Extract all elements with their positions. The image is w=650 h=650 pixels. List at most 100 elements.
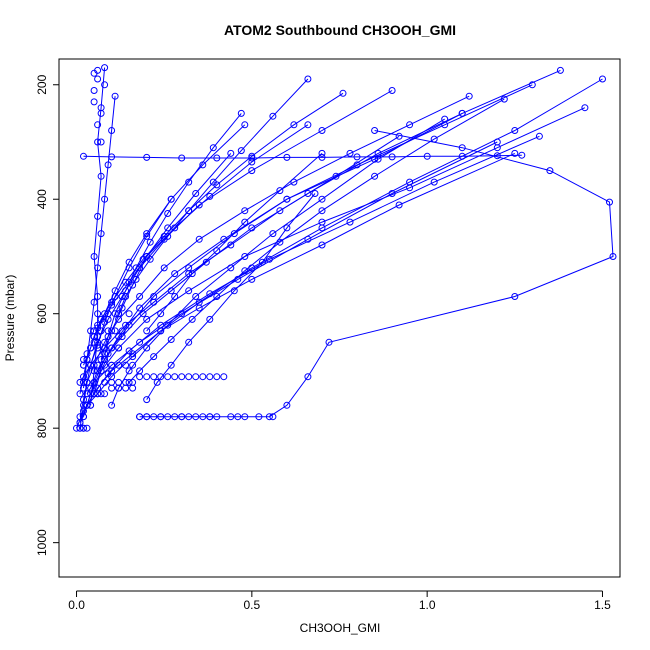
data-point [115,361,123,369]
data-point [101,318,109,326]
data-point [458,109,466,117]
data-point [188,270,196,278]
data-point [195,201,203,209]
data-point [171,270,179,278]
data-point [90,338,98,346]
data-point [178,373,186,381]
data-point [122,384,130,392]
data-point [283,401,291,409]
data-point [518,151,526,159]
data-point [164,224,172,232]
data-point [171,413,179,421]
data-point [265,413,273,421]
data-point [213,373,221,381]
data-point [276,238,284,246]
data-point [164,413,172,421]
data-point [83,350,91,358]
data-point [125,378,133,386]
data-point [283,195,291,203]
data-point [241,413,249,421]
data-point [157,310,165,318]
data-point [97,109,105,117]
data-point [129,353,137,361]
data-point [157,373,165,381]
profile-series-0 [76,92,473,432]
data-point [115,344,123,352]
data-point [332,172,340,180]
data-point [230,230,238,238]
data-point [104,161,112,169]
y-axis-label: Pressure (mbar) [3,275,17,362]
data-point [581,104,589,112]
data-point [199,373,207,381]
data-point [195,235,203,243]
x-tick-label-2: 1.0 [419,598,436,612]
y-tick-label-1: 400 [35,189,49,209]
data-point [143,232,151,240]
profile-series-7 [73,132,543,432]
data-point [80,356,87,363]
data-point [136,293,144,300]
profile-line-21 [128,98,505,383]
data-point [192,373,200,381]
data-point [94,344,102,352]
profile-line-15 [83,124,309,366]
data-point [129,361,137,369]
profile-series-8 [87,149,235,392]
data-point [104,350,112,358]
data-point [76,419,84,426]
data-point [87,327,95,335]
x-tick-label-3: 1.5 [594,598,611,612]
data-point [192,413,200,421]
data-point [97,172,105,180]
data-point [311,190,319,197]
data-point [108,378,116,386]
data-point [97,356,105,363]
data-point [108,327,116,335]
data-point [80,384,87,392]
data-point [241,253,249,260]
data-point [97,138,105,146]
data-point [80,373,87,381]
data-point [122,361,130,369]
data-point [511,293,519,300]
data-point [318,153,326,161]
data-point [90,378,98,386]
data-point [192,190,200,197]
data-point [304,75,312,83]
data-point [248,152,256,160]
profile-line-13 [79,135,400,383]
data-point [94,212,102,220]
data-point [94,361,102,369]
y-tick-label-3: 800 [35,418,49,438]
profile-line-19 [93,92,344,337]
data-point [125,347,133,355]
data-point [94,138,102,146]
x-tick-label-0: 0.0 [68,598,85,612]
data-point [185,207,193,215]
data-point [146,255,154,263]
series-layer [73,64,617,432]
data-point [241,218,249,226]
data-point [371,172,379,180]
data-point [318,207,326,215]
data-point [101,361,109,369]
data-point [108,344,116,352]
data-point [290,121,298,129]
data-point [108,153,116,161]
data-point [346,218,354,226]
profile-series-14 [108,115,449,409]
data-point [325,338,333,346]
data-point [108,361,116,369]
profile-line-17 [83,154,522,159]
data-point [269,112,277,120]
data-point [458,144,466,152]
data-point [150,413,158,421]
data-point [318,241,326,249]
data-point [150,353,158,361]
data-point [94,75,102,83]
data-point [143,413,151,421]
data-point [283,224,291,232]
data-point [178,154,186,162]
data-point [136,373,144,381]
